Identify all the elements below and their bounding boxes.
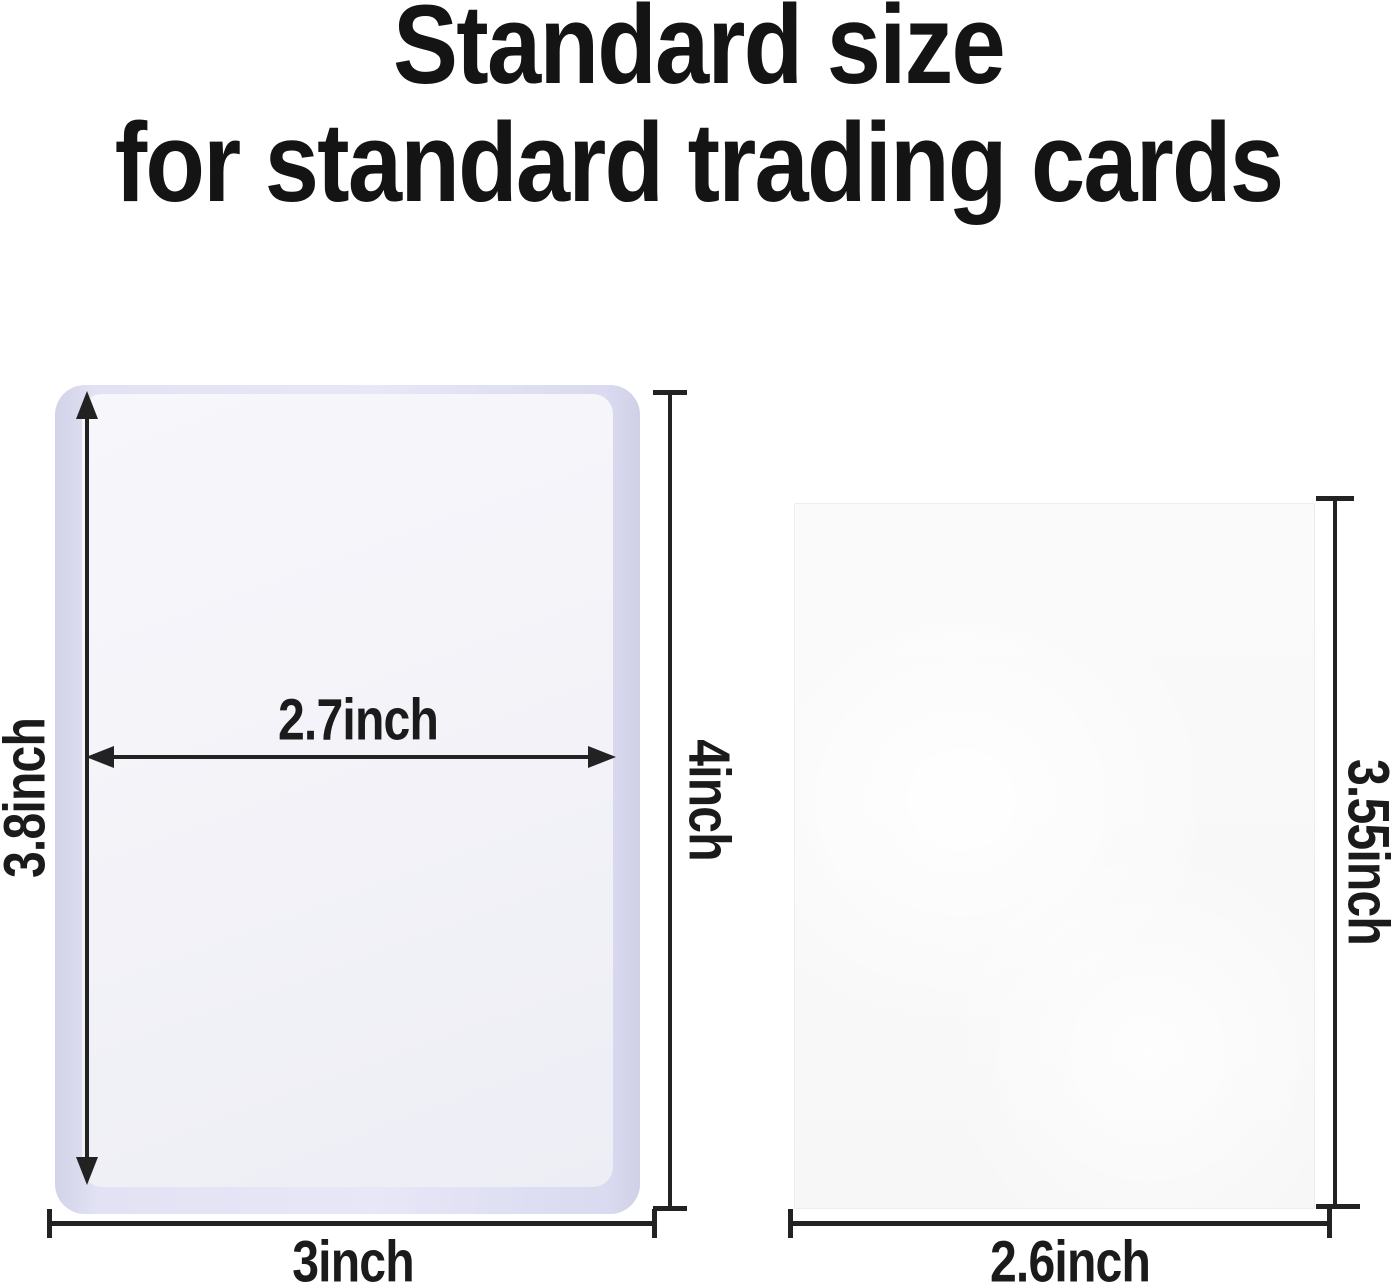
toploader-outer-width-line xyxy=(49,1221,657,1226)
toploader-outer-height-bottom-tick xyxy=(653,1206,687,1211)
toploader-inner-area xyxy=(82,394,613,1187)
sleeve-height-label: 3.55inch xyxy=(1335,758,1397,946)
title-line-2: for standard trading cards xyxy=(114,100,1284,225)
sleeve-width-right-tick xyxy=(1327,1209,1332,1238)
penny-sleeve-card xyxy=(794,503,1315,1209)
inner-height-arrow-line xyxy=(85,414,89,1158)
inner-width-arrow-left-head-icon xyxy=(86,746,114,768)
inner-width-arrow-right-head-icon xyxy=(588,746,616,768)
page-title: Standard size for standard trading cards xyxy=(91,0,1306,222)
toploader-outer-width-right-tick xyxy=(652,1209,657,1238)
toploader-outer-height-top-tick xyxy=(653,390,687,395)
inner-height-arrow-down-head-icon xyxy=(76,1157,98,1185)
inner-width-arrow-line xyxy=(106,755,592,759)
title-line-1: Standard size xyxy=(393,0,1006,107)
sleeve-height-bottom-tick xyxy=(1316,1204,1360,1209)
sleeve-width-label: 2.6inch xyxy=(989,1229,1151,1284)
sleeve-height-top-tick xyxy=(1316,496,1354,501)
toploader-outer-height-line xyxy=(668,392,672,1210)
inner-width-label: 2.7inch xyxy=(277,687,439,753)
toploader-outer-height-label: 4inch xyxy=(676,739,742,861)
inner-height-arrow-up-head-icon xyxy=(76,391,98,419)
sleeve-width-left-tick xyxy=(788,1209,793,1238)
inner-height-label: 3.8inch xyxy=(0,717,58,879)
sleeve-width-line xyxy=(790,1221,1332,1226)
toploader-card xyxy=(55,385,640,1214)
toploader-outer-width-label: 3inch xyxy=(292,1229,414,1284)
toploader-outer-width-left-tick xyxy=(47,1209,52,1238)
sleeve-height-line xyxy=(1333,498,1337,1208)
